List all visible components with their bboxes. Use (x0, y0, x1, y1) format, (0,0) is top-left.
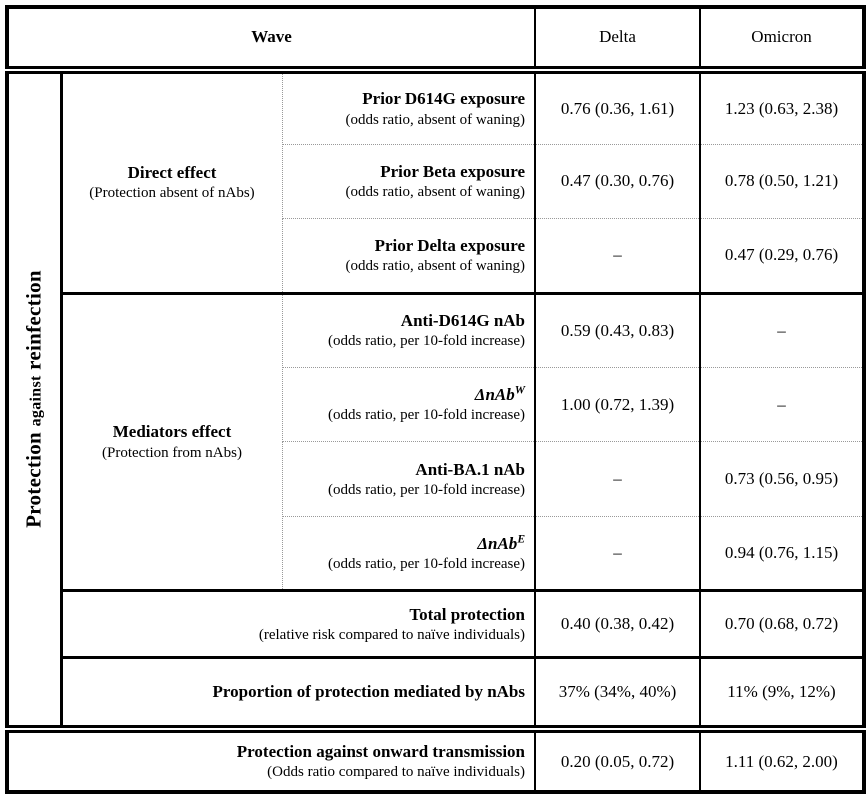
group-title: Direct effect (127, 163, 217, 183)
row-label-prior-beta: Prior Beta exposure (odds ratio, absent … (282, 144, 537, 220)
row-title: Protection against onward transmission (236, 742, 526, 762)
math-symbol: ΔnAb (474, 385, 515, 405)
math-symbol: ΔnAb (477, 533, 518, 553)
header-omicron: Omicron (700, 7, 865, 74)
group-subtitle: (Protection absent of nAbs) (89, 185, 255, 202)
table-row: Protection against reinfection Direct ef… (7, 69, 865, 734)
group-mediators-effect: Mediators effect (Protection from nAbs) (61, 293, 283, 593)
value-delta: 1.00 (0.72, 1.39) (535, 367, 702, 443)
row-subtitle: (odds ratio, per 10-fold increase) (328, 481, 526, 498)
header-delta: Delta (535, 7, 702, 74)
value-omicron: 0.73 (0.56, 0.95) (700, 441, 865, 517)
group-title: Mediators effect (112, 422, 232, 442)
table-row: Anti-BA.1 nAb (odds ratio, per 10-fold i… (7, 441, 865, 517)
value-omicron: – (700, 367, 865, 443)
table-row: Prior Beta exposure (odds ratio, absent … (7, 144, 865, 220)
row-title: Anti-D614G nAb (400, 311, 526, 331)
row-label-total-protection: Total protection (relative risk compared… (61, 590, 537, 660)
value-delta: 0.40 (0.38, 0.42) (535, 590, 702, 660)
value-omicron: 11% (9%, 12%) (700, 657, 865, 734)
table-row: Protection against onward transmission (… (7, 729, 864, 792)
group-subtitle: (Protection from nAbs) (102, 444, 242, 461)
row-title: Anti-BA.1 nAb (415, 459, 526, 479)
row-title: Total protection (409, 604, 526, 624)
row-label-onward-transmission: Protection against onward transmission (… (7, 729, 537, 792)
row-subtitle: (odds ratio, absent of waning) (345, 258, 526, 275)
vertical-group-cell: Protection against reinfection (7, 69, 63, 734)
value-omicron: 1.11 (0.62, 2.00) (725, 751, 838, 771)
math-superscript: W (514, 383, 526, 397)
value-omicron: 0.94 (0.76, 1.15) (700, 516, 865, 593)
row-subtitle: (odds ratio, per 10-fold increase) (328, 555, 526, 572)
results-table: Wave Delta Omicron Protection against re… (5, 5, 867, 794)
row-label-delta-nab-w: ΔnAbW (odds ratio, per 10-fold increase) (282, 367, 537, 443)
row-label-prior-delta: Prior Delta exposure (odds ratio, absent… (282, 218, 537, 295)
value-delta: 0.59 (0.43, 0.83) (535, 293, 702, 369)
vertical-label-word: reinfection (21, 270, 46, 371)
row-subtitle: (Odds ratio compared to naïve individual… (267, 764, 526, 781)
table-row: Prior Delta exposure (odds ratio, absent… (7, 218, 865, 295)
vertical-label-word: Protection (21, 432, 46, 529)
row-title: Proportion of protection mediated by nAb… (212, 682, 526, 702)
row-subtitle: (relative risk compared to naïve individ… (258, 626, 526, 643)
row-title: Prior D614G exposure (362, 89, 526, 109)
row-label-delta-nab-e: ΔnAbE (odds ratio, per 10-fold increase) (282, 516, 537, 593)
value-omicron: 0.70 (0.68, 0.72) (700, 590, 865, 660)
value-delta: – (535, 441, 702, 517)
row-subtitle: (odds ratio, per 10-fold increase) (328, 407, 526, 424)
table-row: ΔnAbW (odds ratio, per 10-fold increase)… (7, 367, 865, 443)
row-subtitle: (odds ratio, per 10-fold increase) (328, 333, 526, 350)
group-direct-effect: Direct effect (Protection absent of nAbs… (61, 69, 283, 295)
math-superscript: E (517, 531, 526, 545)
row-title: Prior Beta exposure (380, 162, 526, 182)
value-omicron: 0.78 (0.50, 1.21) (700, 144, 865, 220)
table-row: Proportion of protection mediated by nAb… (7, 657, 865, 734)
value-omicron: 1.23 (0.63, 2.38) (700, 69, 865, 145)
row-label-anti-d614g-nab: Anti-D614G nAb (odds ratio, per 10-fold … (282, 293, 537, 369)
row-title: ΔnAbE (283, 531, 526, 555)
value-delta: 37% (34%, 40%) (535, 657, 702, 734)
row-label-anti-ba1-nab: Anti-BA.1 nAb (odds ratio, per 10-fold i… (282, 441, 537, 517)
value-delta: – (535, 516, 702, 593)
value-delta: 0.76 (0.36, 1.61) (535, 69, 702, 145)
vertical-group-label: Protection against reinfection (22, 271, 47, 529)
value-omicron: – (700, 293, 865, 369)
header-wave: Wave (7, 7, 537, 74)
table-row: ΔnAbE (odds ratio, per 10-fold increase)… (7, 516, 865, 593)
value-delta: 0.20 (0.05, 0.72) (535, 729, 702, 792)
row-title: ΔnAbW (283, 383, 526, 406)
table-row: Total protection (relative risk compared… (7, 590, 865, 660)
vertical-label-word: against (27, 375, 45, 427)
table-header-row: Wave Delta Omicron (7, 7, 865, 74)
value-delta: 0.47 (0.30, 0.76) (535, 144, 702, 220)
value-delta: – (535, 218, 702, 295)
row-title: Prior Delta exposure (374, 235, 526, 255)
table-row: Mediators effect (Protection from nAbs) … (7, 293, 865, 593)
row-label-proportion-mediated: Proportion of protection mediated by nAb… (61, 657, 537, 734)
row-subtitle: (odds ratio, absent of waning) (345, 184, 526, 201)
row-label-prior-d614g: Prior D614G exposure (odds ratio, absent… (282, 69, 537, 145)
value-omicron: 0.47 (0.29, 0.76) (700, 218, 865, 295)
row-subtitle: (odds ratio, absent of waning) (345, 111, 526, 128)
